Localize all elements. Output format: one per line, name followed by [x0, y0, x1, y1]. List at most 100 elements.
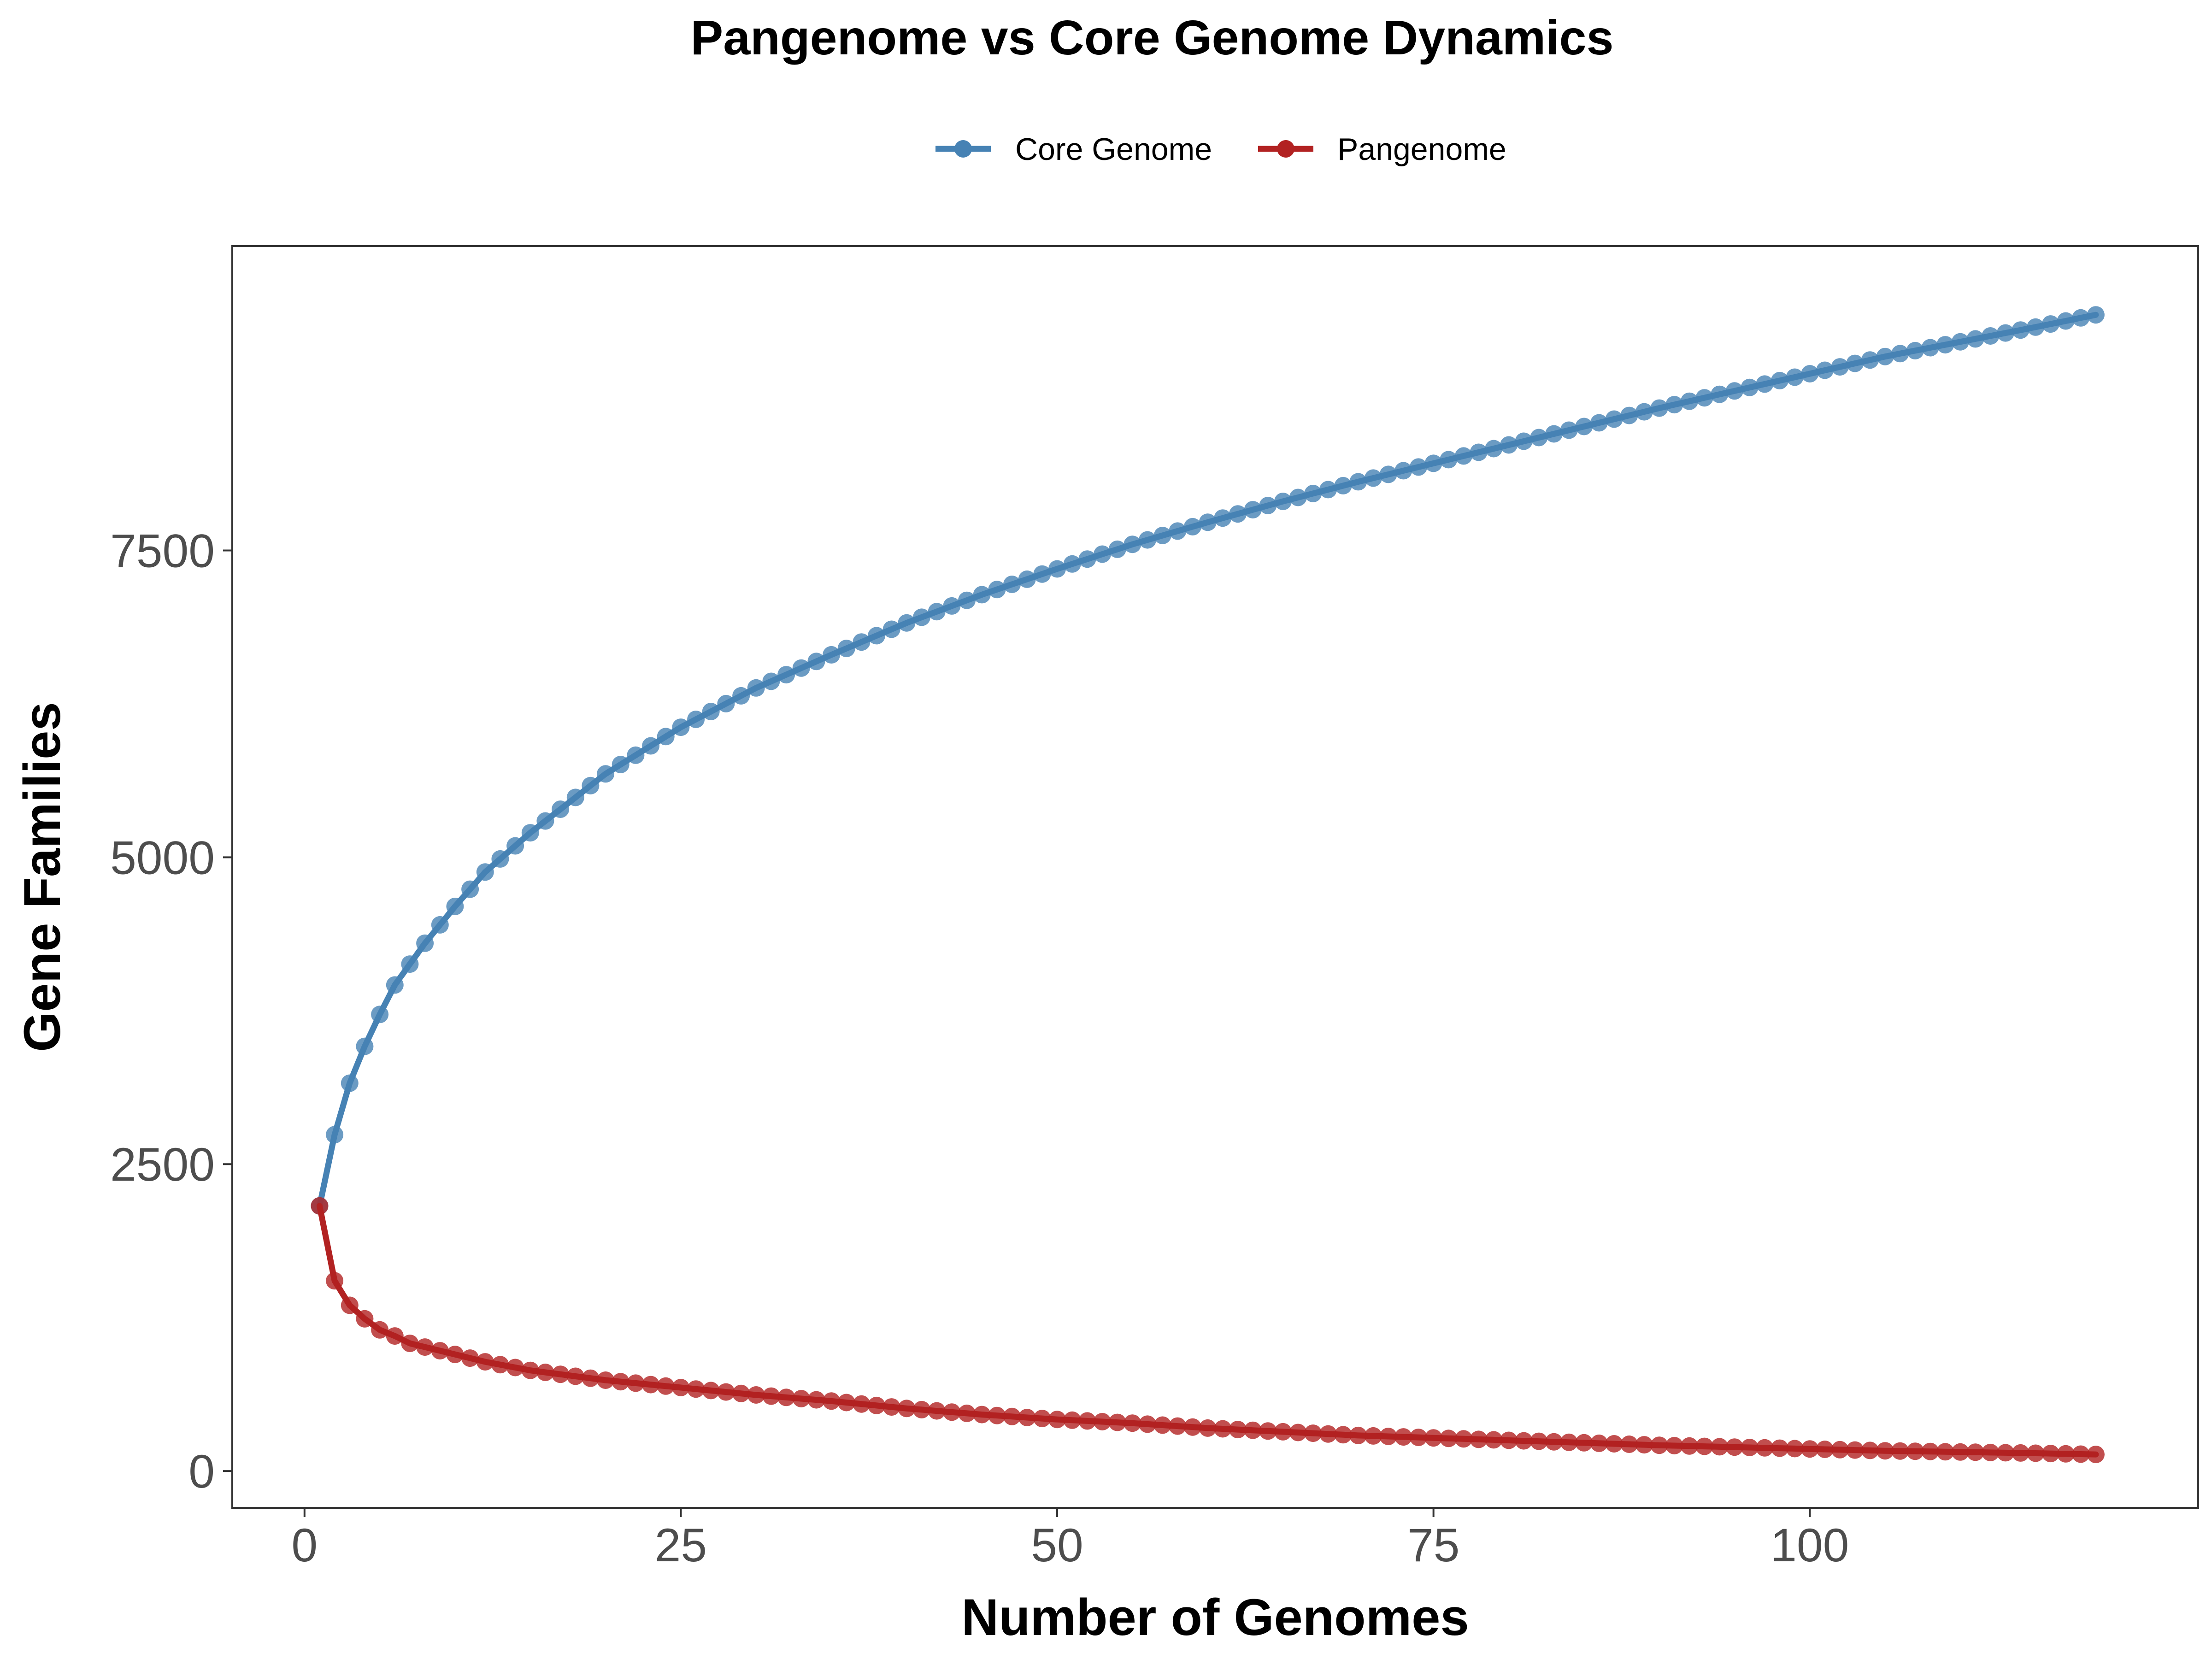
data-point-core-genome [1741, 378, 1759, 396]
data-point-core-genome [762, 672, 780, 690]
data-point-core-genome [1906, 341, 1924, 359]
data-point-pangenome [1124, 1414, 1141, 1432]
data-point-pangenome [2027, 1444, 2045, 1462]
data-point-core-genome [1199, 513, 1217, 531]
data-point-core-genome [1786, 368, 1804, 386]
data-point-core-genome [642, 737, 660, 755]
data-point-core-genome [1304, 484, 1322, 502]
data-point-core-genome [2027, 318, 2045, 336]
data-point-pangenome [461, 1349, 479, 1367]
data-point-core-genome [1590, 414, 1608, 432]
data-point-pangenome [928, 1402, 946, 1420]
data-point-core-genome [1048, 560, 1066, 578]
data-point-core-genome [416, 934, 434, 952]
data-point-core-genome [1349, 473, 1367, 491]
data-point-pangenome [1229, 1421, 1247, 1439]
data-point-core-genome [943, 597, 961, 615]
axes: 0 25 50 75 100 0 2500 5000 7500 [110, 525, 1849, 1571]
data-point-pangenome [1033, 1410, 1051, 1428]
data-point-core-genome [1936, 336, 1954, 354]
data-point-pangenome [2087, 1446, 2105, 1464]
data-point-core-genome [717, 694, 735, 712]
data-point-pangenome [1139, 1415, 1156, 1433]
y-tick-label: 5000 [110, 831, 215, 884]
data-point-core-genome [973, 586, 991, 604]
data-point-pangenome [1485, 1431, 1503, 1449]
data-point-core-genome [1229, 505, 1247, 523]
data-point-pangenome [1605, 1435, 1623, 1453]
data-point-pangenome [2012, 1444, 2030, 1462]
data-point-core-genome [1861, 351, 1879, 369]
data-point-core-genome [1289, 488, 1307, 506]
data-point-core-genome [1379, 465, 1397, 483]
data-point-pangenome [1891, 1442, 1909, 1460]
data-point-pangenome [1831, 1441, 1849, 1459]
data-point-core-genome [792, 659, 810, 677]
data-point-pangenome [612, 1373, 629, 1391]
data-point-core-genome [1394, 462, 1412, 480]
data-point-pangenome [943, 1403, 961, 1421]
data-point-pangenome [1214, 1420, 1232, 1438]
data-point-core-genome [1680, 392, 1698, 410]
data-point-core-genome [1094, 545, 1111, 563]
data-point-pangenome [1996, 1444, 2014, 1462]
y-tick-label: 2500 [110, 1138, 215, 1191]
data-point-pangenome [1620, 1435, 1638, 1453]
data-point-core-genome [1665, 396, 1683, 414]
data-point-pangenome [1966, 1443, 1984, 1461]
data-point-pangenome [1078, 1412, 1096, 1430]
data-point-pangenome [1695, 1437, 1713, 1455]
data-point-pangenome [1921, 1442, 1939, 1460]
data-point-core-genome [1063, 555, 1081, 573]
data-point-pangenome [1500, 1431, 1518, 1449]
data-point-pangenome [1665, 1437, 1683, 1454]
data-point-pangenome [1650, 1436, 1668, 1454]
data-point-pangenome [1951, 1443, 1969, 1461]
data-point-pangenome [1515, 1432, 1533, 1450]
data-point-pangenome [1304, 1424, 1322, 1442]
data-point-pangenome [958, 1404, 976, 1422]
data-point-core-genome [1124, 535, 1141, 553]
data-point-pangenome [1394, 1428, 1412, 1446]
data-point-pangenome [341, 1296, 359, 1314]
data-point-core-genome [1620, 406, 1638, 424]
data-point-pangenome [1590, 1434, 1608, 1452]
data-point-core-genome [386, 976, 404, 994]
data-point-core-genome [2012, 321, 2030, 339]
data-point-pangenome [1680, 1437, 1698, 1455]
data-point-core-genome [1545, 425, 1563, 443]
data-point-core-genome [807, 653, 825, 671]
data-point-pangenome [1861, 1441, 1879, 1459]
data-point-pangenome [1771, 1439, 1788, 1457]
data-point-core-genome [2041, 315, 2059, 333]
data-point-pangenome [1048, 1411, 1066, 1429]
data-point-core-genome [1771, 371, 1788, 389]
data-point-core-genome [431, 916, 449, 934]
data-point-pangenome [1846, 1441, 1864, 1459]
data-point-pangenome [552, 1365, 570, 1383]
data-point-core-genome [1801, 365, 1819, 382]
data-point-core-genome [988, 581, 1006, 599]
data-point-core-genome [401, 955, 419, 973]
data-point-core-genome [1635, 403, 1653, 421]
data-point-pangenome [853, 1395, 871, 1413]
x-tick-label: 75 [1407, 1519, 1459, 1571]
legend: Core Genome Pangenome [935, 132, 1506, 167]
data-point-core-genome [1440, 451, 1458, 469]
data-point-pangenome [1349, 1426, 1367, 1444]
data-point-core-genome [1891, 345, 1909, 363]
data-point-core-genome [341, 1074, 359, 1092]
data-point-pangenome [1153, 1416, 1171, 1434]
data-point-core-genome [2087, 306, 2105, 324]
series-points-pangenome [311, 1197, 2105, 1464]
data-point-pangenome [2057, 1445, 2075, 1463]
data-point-core-genome [672, 718, 690, 736]
data-point-pangenome [973, 1406, 991, 1424]
data-point-core-genome [597, 765, 615, 783]
data-point-core-genome [1515, 432, 1533, 450]
data-point-pangenome [1711, 1438, 1729, 1456]
data-point-pangenome [386, 1327, 404, 1345]
data-point-core-genome [627, 746, 645, 764]
data-point-core-genome [2057, 312, 2075, 330]
